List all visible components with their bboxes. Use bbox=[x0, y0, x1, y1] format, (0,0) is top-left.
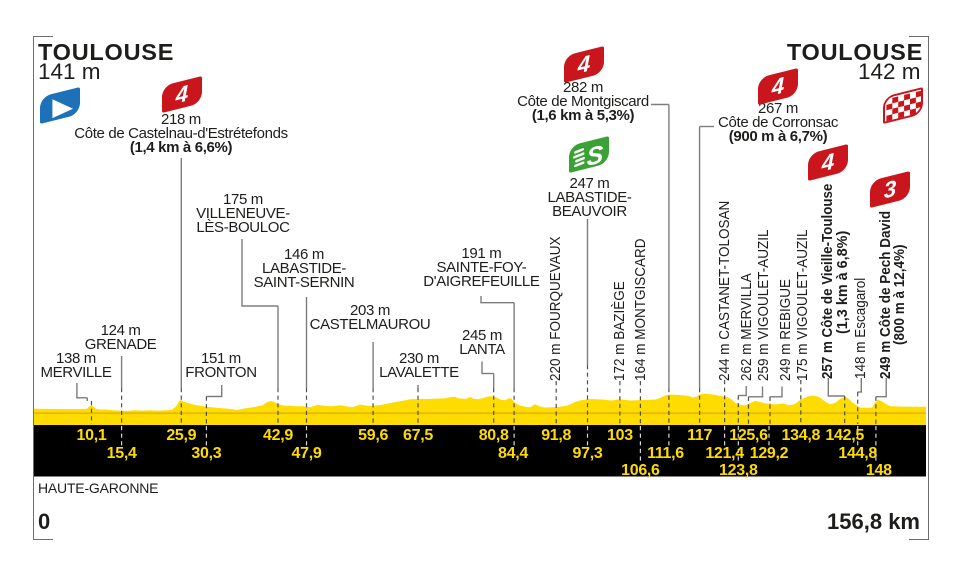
svg-text:S: S bbox=[587, 140, 604, 172]
